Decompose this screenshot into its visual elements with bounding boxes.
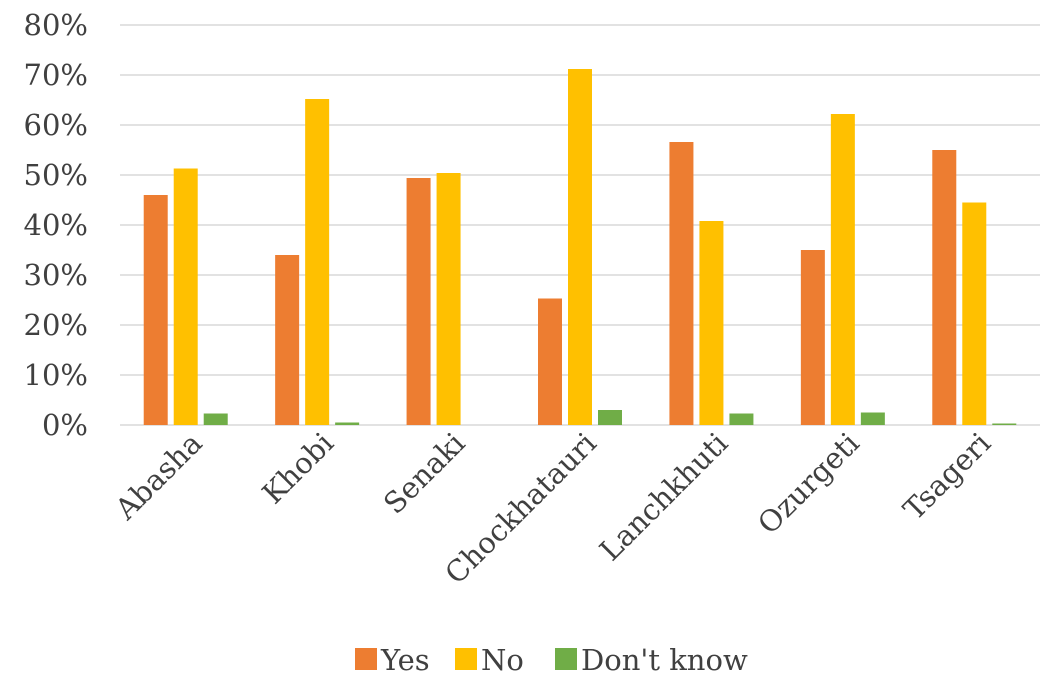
x-category-label: Lanchkhuti [593,426,734,567]
bar-no-khobi [305,99,330,425]
bar-yes-abasha [143,195,168,425]
x-category-label: Tsageri [897,426,998,527]
bar-no-ozurgeti [830,114,855,425]
legend-swatch [455,648,477,670]
legend: Yes No Don't know [355,643,748,677]
bar-no-tsageri [962,202,987,425]
legend-label: Don't know [581,643,748,677]
x-category-label: Khobi [255,426,340,511]
bars [143,69,1017,425]
bar-yes-ozurgeti [800,250,825,425]
bar-no-lanchkhuti [699,221,724,425]
y-tick-label: 70% [24,58,88,92]
bar-don-t-know-lanchkhuti [729,413,754,425]
bar-yes-tsageri [932,150,957,425]
bar-yes-lanchkhuti [669,142,694,425]
legend-label: Yes [380,643,430,677]
bar-yes-chockhatauri [538,298,562,425]
legend-swatch [555,648,577,670]
bar-don-t-know-abasha [203,413,228,425]
y-tick-label: 10% [24,358,88,392]
legend-label: No [481,643,524,677]
y-tick-label: 30% [24,258,88,292]
bar-don-t-know-ozurgeti [860,412,885,425]
bar-no-senaki [436,173,461,425]
y-tick-label: 80% [24,8,88,42]
x-category-label: Abasha [108,426,209,527]
bar-don-t-know-tsageri [992,423,1017,425]
bar-yes-khobi [275,255,300,425]
bar-yes-senaki [406,178,431,425]
y-tick-label: 0% [42,408,88,442]
y-tick-label: 20% [24,308,88,342]
bar-don-t-know-chockhatauri [598,410,622,425]
y-tick-label: 50% [24,158,88,192]
x-category-label: Ozurgeti [751,426,866,541]
x-category-label: Senaki [377,426,472,521]
y-axis-tick-labels: 0% 10% 20% 30% 40% 50% 60% 70% 80% [24,8,88,442]
legend-swatch [355,648,377,670]
y-tick-label: 40% [24,208,88,242]
bar-don-t-know-khobi [335,422,360,425]
bar-no-chockhatauri [568,69,592,425]
y-tick-label: 60% [24,108,88,142]
bar-no-abasha [173,168,198,425]
